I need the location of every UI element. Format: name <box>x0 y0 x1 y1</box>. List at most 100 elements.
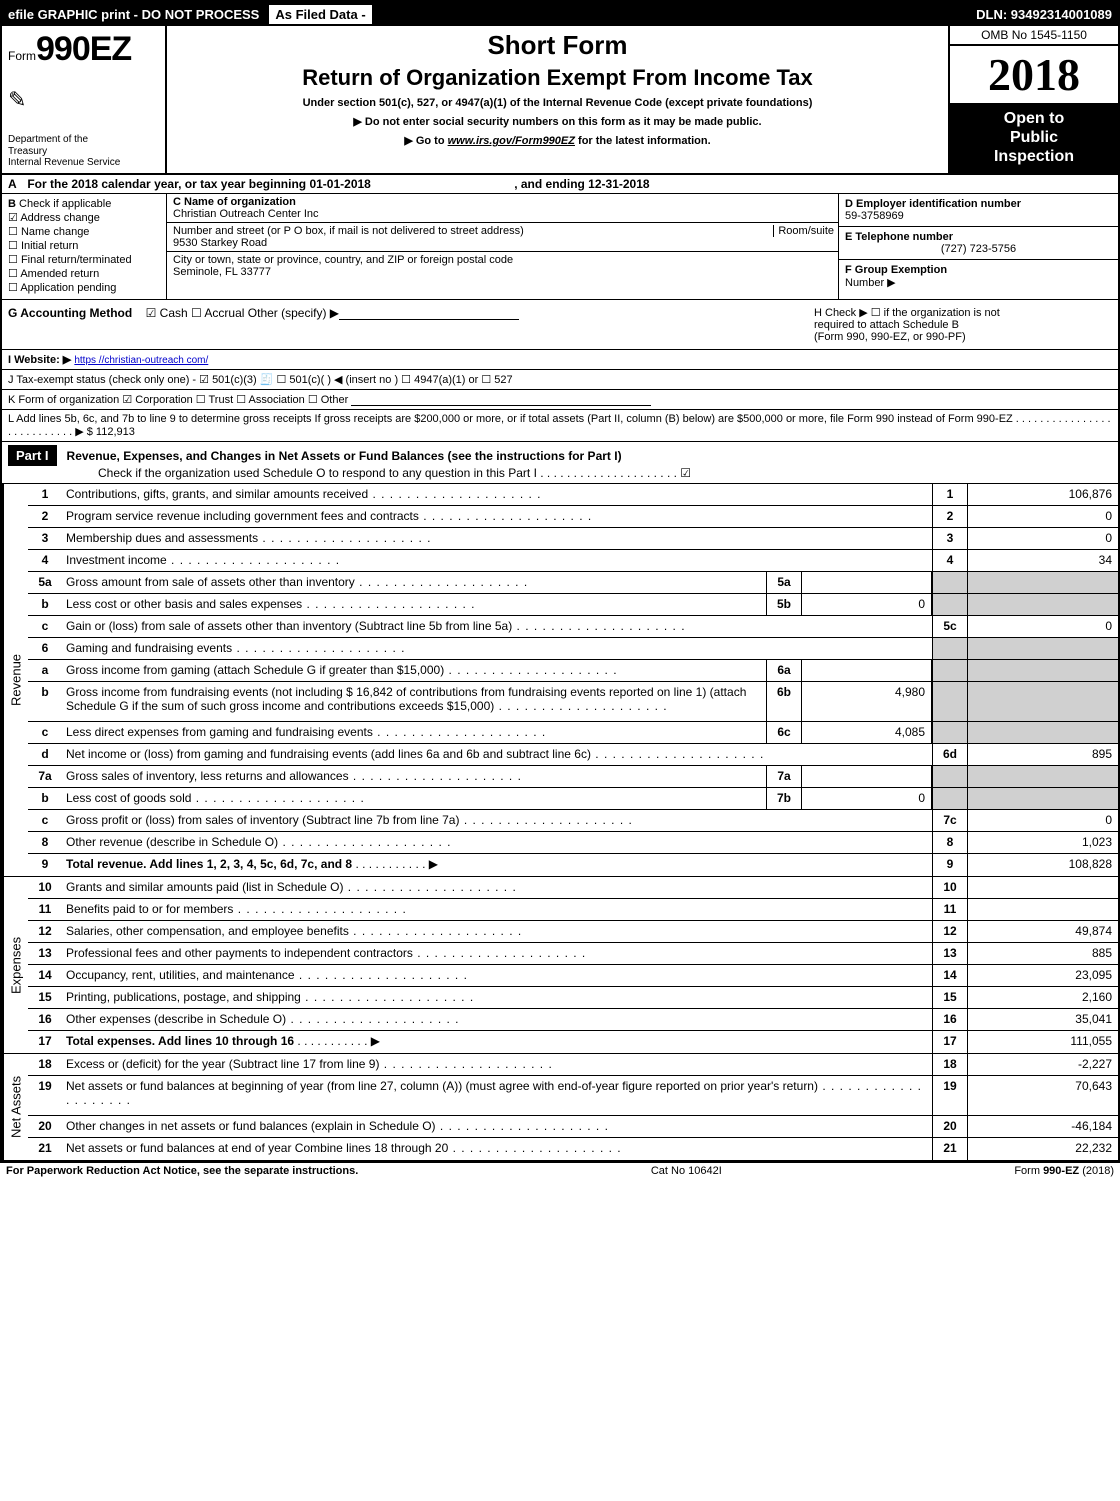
line-number: 14 <box>28 965 62 986</box>
line-number: 16 <box>28 1009 62 1030</box>
irs-link[interactable]: www.irs.gov/Form990EZ <box>448 135 575 147</box>
right-line-number: 16 <box>932 1009 968 1030</box>
line-description: Investment income <box>62 550 932 571</box>
line-description: Other revenue (describe in Schedule O) <box>62 832 932 853</box>
line-number: 15 <box>28 987 62 1008</box>
line-number: 17 <box>28 1031 62 1053</box>
mid-line-number: 7a <box>766 766 802 787</box>
line-description: Occupancy, rent, utilities, and maintena… <box>62 965 932 986</box>
line-number: 19 <box>28 1076 62 1115</box>
line-21: 21Net assets or fund balances at end of … <box>28 1138 1118 1160</box>
line-number: 12 <box>28 921 62 942</box>
website-link[interactable]: https //christian-outreach com/ <box>74 355 208 366</box>
line-15: 15Printing, publications, postage, and s… <box>28 987 1118 1009</box>
chk-final-return[interactable]: ☐ Final return/terminated <box>8 253 160 266</box>
line-number: 18 <box>28 1054 62 1075</box>
line-description: Less direct expenses from gaming and fun… <box>62 722 766 743</box>
line-number: d <box>28 744 62 765</box>
line-description: Total revenue. Add lines 1, 2, 3, 4, 5c,… <box>62 854 932 876</box>
footer-form: Form 990-EZ (2018) <box>1014 1165 1114 1177</box>
row-i-website: I Website: ▶ https //christian-outreach … <box>2 350 1118 370</box>
efile-label: efile GRAPHIC print - DO NOT PROCESS <box>2 7 265 22</box>
line-description: Gross amount from sale of assets other t… <box>62 572 766 593</box>
line-description: Benefits paid to or for members <box>62 899 932 920</box>
part-i-label: Part I <box>8 445 57 466</box>
right-line-number: 21 <box>932 1138 968 1160</box>
c-name: C Name of organization Christian Outreac… <box>167 194 838 223</box>
line-1: 1Contributions, gifts, grants, and simil… <box>28 484 1118 506</box>
col-c-org-info: C Name of organization Christian Outreac… <box>167 194 838 299</box>
line-description: Gain or (loss) from sale of assets other… <box>62 616 932 637</box>
line-12: 12Salaries, other compensation, and empl… <box>28 921 1118 943</box>
line-6: 6Gaming and fundraising events <box>28 638 1118 660</box>
right-amount: 49,874 <box>968 921 1118 942</box>
right-line-number: 9 <box>932 854 968 876</box>
header-left: Form990EZ ✎ Department of the Treasury I… <box>2 26 167 173</box>
line-description: Printing, publications, postage, and shi… <box>62 987 932 1008</box>
row-k-org-form: K Form of organization ☑ Corporation ☐ T… <box>2 390 1118 410</box>
col-b-checkboxes: B Check if applicable ☑ Address change ☐… <box>2 194 167 299</box>
chk-amended-return[interactable]: ☐ Amended return <box>8 267 160 280</box>
right-amount: 106,876 <box>968 484 1118 505</box>
right-amount: 70,643 <box>968 1076 1118 1115</box>
right-amount <box>968 899 1118 920</box>
line-number: 2 <box>28 506 62 527</box>
mid-line-number: 7b <box>766 788 802 809</box>
chk-initial-return[interactable]: ☐ Initial return <box>8 239 160 252</box>
line-number: c <box>28 616 62 637</box>
line-19: 19Net assets or fund balances at beginni… <box>28 1076 1118 1116</box>
expenses-section: Expenses 10Grants and similar amounts pa… <box>2 877 1118 1054</box>
chk-address-change[interactable]: ☑ Address change <box>8 211 160 224</box>
line-description: Net income or (loss) from gaming and fun… <box>62 744 932 765</box>
line-2: 2Program service revenue including gover… <box>28 506 1118 528</box>
right-amount: 885 <box>968 943 1118 964</box>
line-9: 9Total revenue. Add lines 1, 2, 3, 4, 5c… <box>28 854 1118 876</box>
c-address: Number and street (or P O box, if mail i… <box>167 223 838 252</box>
header-mid: Short Form Return of Organization Exempt… <box>167 26 948 173</box>
chk-application-pending[interactable]: ☐ Application pending <box>8 281 160 294</box>
right-amount: 35,041 <box>968 1009 1118 1030</box>
form-number: Form990EZ <box>8 30 159 69</box>
right-amount: 895 <box>968 744 1118 765</box>
short-form-title: Short Form <box>175 30 940 61</box>
line-number: b <box>28 594 62 615</box>
line-description: Grants and similar amounts paid (list in… <box>62 877 932 898</box>
page-footer: For Paperwork Reduction Act Notice, see … <box>0 1162 1120 1179</box>
mid-line-number: 6c <box>766 722 802 743</box>
right-line-number <box>932 660 968 681</box>
goto-line: ▶ Go to www.irs.gov/Form990EZ for the la… <box>175 134 940 147</box>
right-line-number <box>932 766 968 787</box>
line-8: 8Other revenue (describe in Schedule O)8… <box>28 832 1118 854</box>
line-description: Gross income from fundraising events (no… <box>62 682 766 721</box>
netassets-side-label: Net Assets <box>2 1054 28 1160</box>
line-b: bGross income from fundraising events (n… <box>28 682 1118 722</box>
right-amount: 0 <box>968 616 1118 637</box>
line-description: Professional fees and other payments to … <box>62 943 932 964</box>
part-i-header: Part I Revenue, Expenses, and Changes in… <box>2 442 1118 484</box>
mid-line-number: 6a <box>766 660 802 681</box>
right-amount: 2,160 <box>968 987 1118 1008</box>
line-number: 13 <box>28 943 62 964</box>
right-amount: 22,232 <box>968 1138 1118 1160</box>
right-amount: 34 <box>968 550 1118 571</box>
tax-year: 2018 <box>950 46 1118 103</box>
line-number: b <box>28 682 62 721</box>
right-line-number <box>932 638 968 659</box>
dln-number: DLN: 93492314001089 <box>970 7 1118 22</box>
line-description: Other changes in net assets or fund bala… <box>62 1116 932 1137</box>
c-city: City or town, state or province, country… <box>167 252 838 280</box>
line-description: Salaries, other compensation, and employ… <box>62 921 932 942</box>
line-20: 20Other changes in net assets or fund ba… <box>28 1116 1118 1138</box>
as-filed-data: As Filed Data - <box>269 5 371 24</box>
mid-line-number: 5b <box>766 594 802 615</box>
line-4: 4Investment income434 <box>28 550 1118 572</box>
right-amount: 0 <box>968 528 1118 549</box>
right-line-number: 17 <box>932 1031 968 1053</box>
line-number: 1 <box>28 484 62 505</box>
right-line-number: 5c <box>932 616 968 637</box>
line-description: Less cost of goods sold <box>62 788 766 809</box>
f-group-exemption: F Group Exemption Number ▶ <box>839 260 1118 293</box>
chk-name-change[interactable]: ☐ Name change <box>8 225 160 238</box>
mid-amount: 4,980 <box>802 682 932 721</box>
right-amount: 0 <box>968 506 1118 527</box>
